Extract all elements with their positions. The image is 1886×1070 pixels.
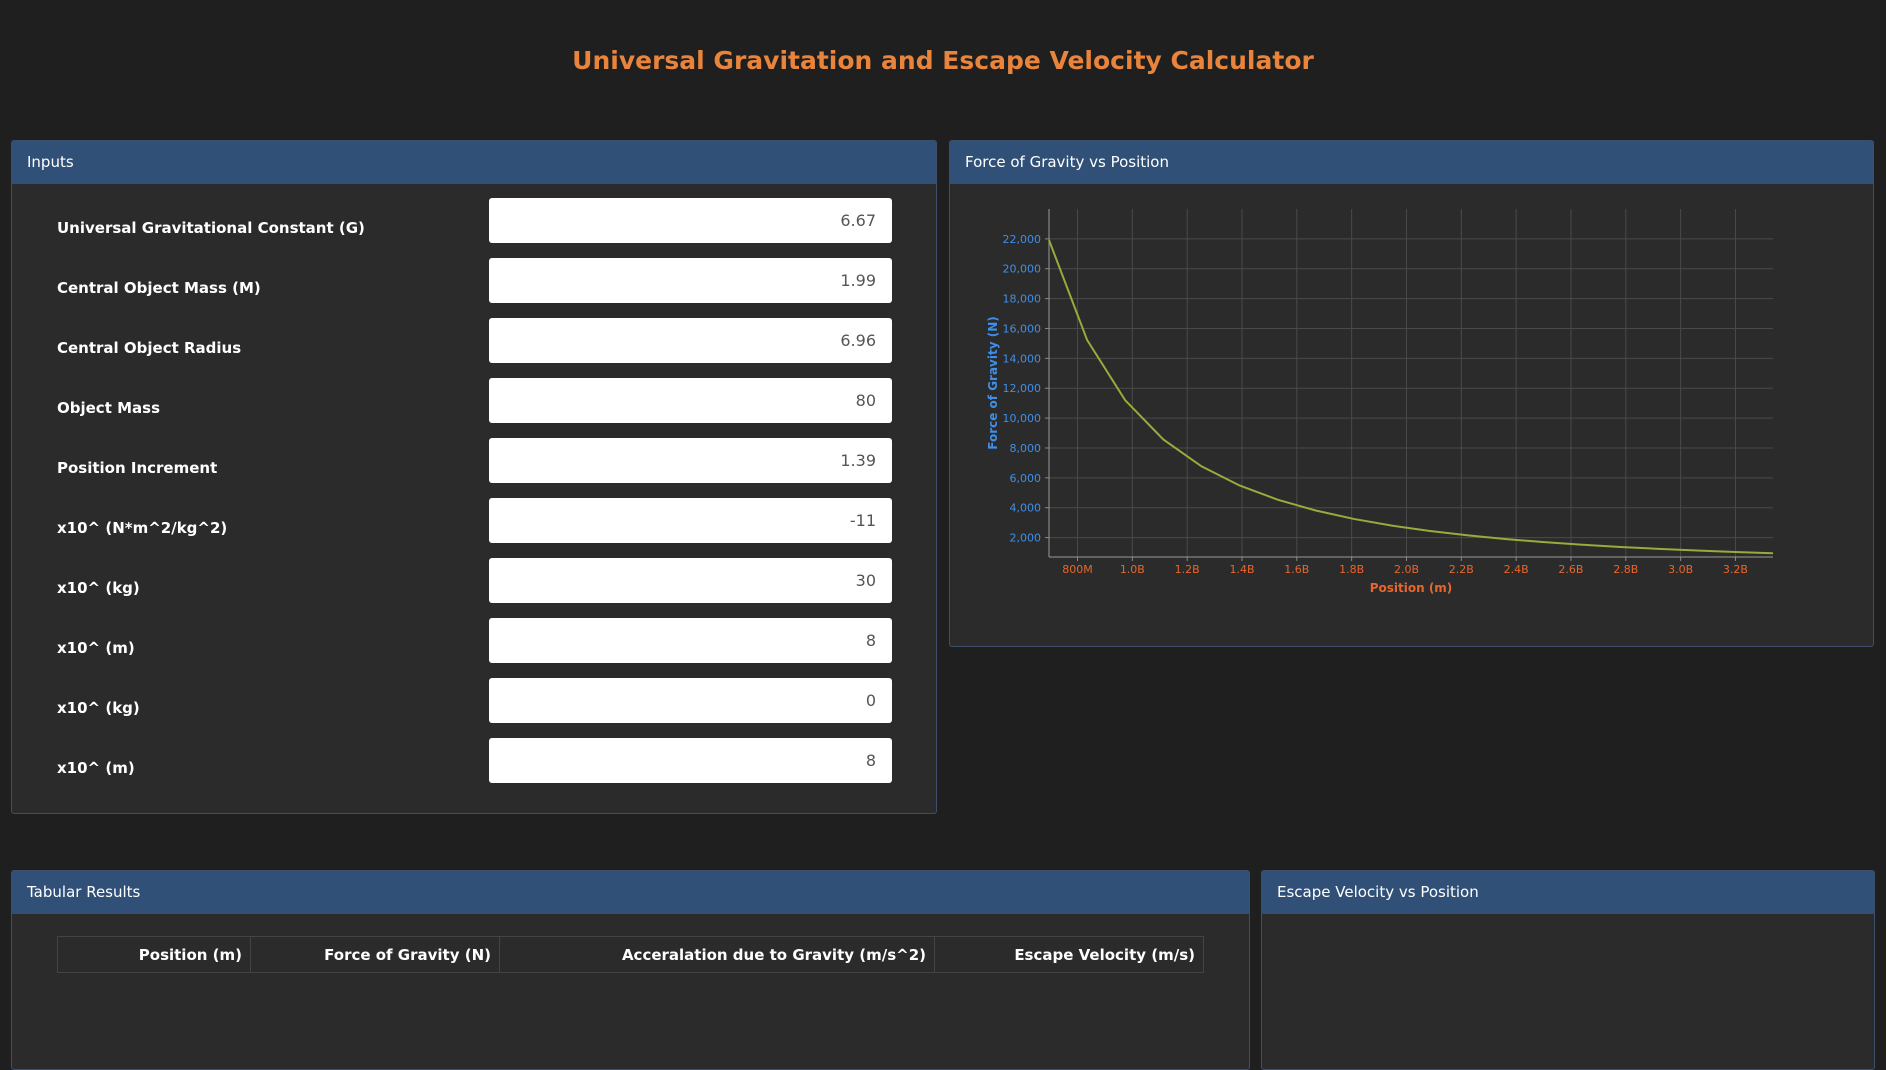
x-tick-label: 800M [1062,563,1093,576]
x-tick-label: 2.6B [1558,563,1583,576]
x-tick-label: 1.0B [1120,563,1145,576]
field-label: Central Object Radius [57,339,242,357]
header-row: Position (m) Force of Gravity (N) Accerala… [57,936,1204,973]
x-axis-title: Position (m) [1370,581,1453,595]
field-input[interactable]: 1.99 [489,258,892,303]
x-tick-label: 3.0B [1668,563,1693,576]
field-input[interactable]: 0 [489,678,892,723]
field-label: x10^ (N*m^2/kg^2) [57,519,228,537]
y-tick-label: 14,000 [1003,352,1042,365]
column-header: Acceralation due to Gravity (m/s^2) [499,936,935,973]
field-input[interactable]: 1.39 [489,438,892,483]
field-label: Position Increment [57,459,218,477]
field-label: Universal Gravitational Constant (G) [57,219,365,237]
column-header: Position (m) [57,936,251,973]
field-label: Object Mass [57,399,160,417]
x-tick-label: 2.4B [1504,563,1529,576]
field-label: x10^ (m) [57,639,135,657]
x-tick-label: 2.2B [1449,563,1474,576]
y-axis-title: Force of Gravity (N) [986,316,1000,450]
field-input[interactable]: 8 [489,618,892,663]
column-header: Escape Velocity (m/s) [934,936,1204,973]
x-tick-label: 1.2B [1175,563,1200,576]
x-tick-label: 3.2B [1723,563,1748,576]
x-tick-label: 1.8B [1339,563,1364,576]
x-tick-label: 1.6B [1284,563,1309,576]
y-tick-label: 16,000 [1003,322,1042,335]
y-tick-label: 20,000 [1003,263,1042,276]
table-panel: Tabular Results Position (m) Force of Gra… [11,870,1250,1070]
panel-header: Inputs [12,141,936,184]
field-input[interactable]: 6.67 [489,198,892,243]
x-tick-label: 2.0B [1394,563,1419,576]
field-input[interactable]: 30 [489,558,892,603]
y-tick-label: 2,000 [1010,532,1042,545]
series-line [1048,239,1774,555]
y-tick-label: 10,000 [1003,412,1042,425]
page: Universal Gravitation and Escape Velocit… [11,46,1875,1070]
escape-panel: Escape Velocity vs Position [1261,870,1875,1070]
field-label: Central Object Mass (M) [57,279,261,297]
panel-header: Tabular Results [12,871,1249,914]
y-tick-label: 6,000 [1010,472,1042,485]
field-label: x10^ (kg) [57,579,140,597]
field-input[interactable]: 6.96 [489,318,892,363]
panel-header: Force of Gravity vs Position [950,141,1873,184]
inputs-panel: Inputs Universal Gravitational Constant … [11,140,937,814]
y-tick-label: 18,000 [1003,293,1042,306]
results-table: Position (m) Force of Gravity (N) Accerala… [57,936,1204,973]
x-tick-label: 2.8B [1613,563,1638,576]
panel-header: Escape Velocity vs Position [1262,871,1874,914]
y-tick-label: 22,000 [1003,233,1042,246]
field-label: x10^ (m) [57,759,135,777]
column-header: Force of Gravity (N) [250,936,500,973]
field-input[interactable]: 80 [489,378,892,423]
y-tick-label: 8,000 [1010,442,1042,455]
page-title: Universal Gravitation and Escape Velocit… [572,46,1314,75]
chart: 2,000 4,000 6,000 8,000 10,000 12,000 14,000 16… [986,209,1774,595]
field-input[interactable]: 8 [489,738,892,783]
field-input[interactable]: -11 [489,498,892,543]
y-tick-label: 4,000 [1010,502,1042,515]
x-tick-label: 1.4B [1229,563,1254,576]
field-label: x10^ (kg) [57,699,140,717]
chart-panel: Force of Gravity vs Position 2,000 4,000 6… [949,140,1874,647]
y-tick-label: 12,000 [1003,382,1042,395]
